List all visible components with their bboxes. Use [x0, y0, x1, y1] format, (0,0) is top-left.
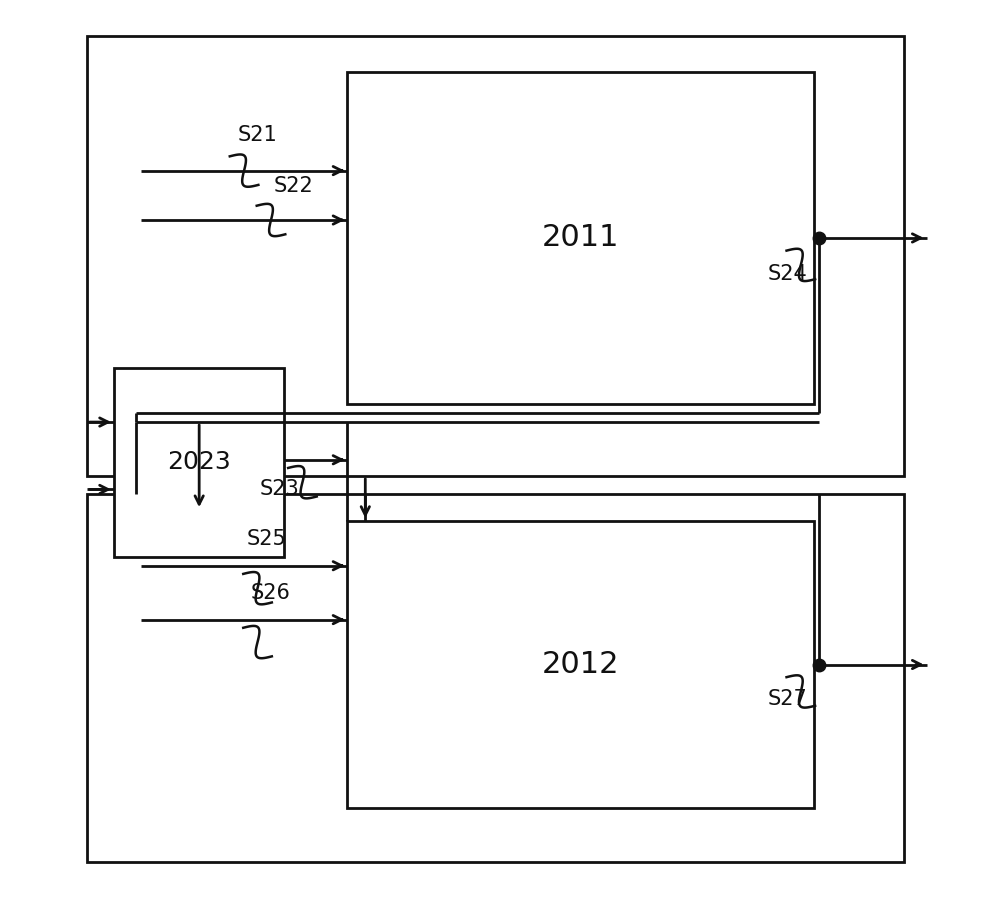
Text: 2012: 2012 [542, 650, 620, 679]
Bar [347, 521, 814, 808]
Text: S24: S24 [767, 264, 807, 284]
Bar [87, 36, 904, 476]
Bar [114, 368, 284, 557]
Text: S25: S25 [247, 529, 286, 549]
Text: 2011: 2011 [542, 224, 620, 252]
Text: S22: S22 [274, 176, 313, 196]
Bar [347, 72, 814, 404]
Text: 2023: 2023 [167, 451, 231, 474]
Bar [87, 494, 904, 862]
Text: S21: S21 [238, 125, 277, 145]
Text: S27: S27 [767, 689, 807, 709]
Text: S23: S23 [260, 480, 300, 499]
Text: S26: S26 [251, 583, 291, 603]
